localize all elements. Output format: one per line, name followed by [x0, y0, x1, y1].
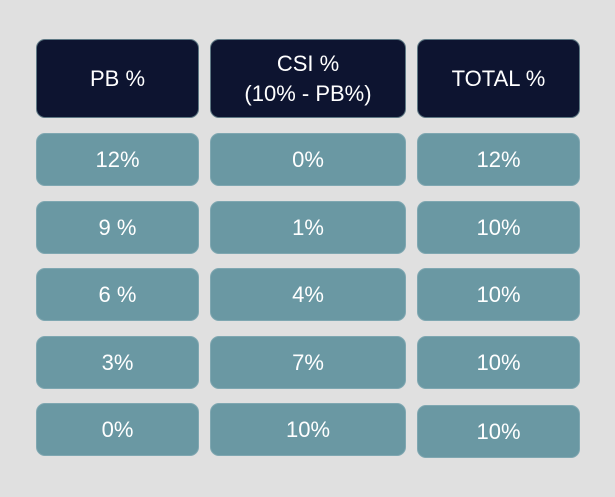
cell-total: 10% — [417, 268, 580, 321]
cell-pb: 3% — [36, 336, 199, 389]
header-csi-label: CSI % — [276, 50, 340, 76]
cell-csi: 0% — [210, 133, 406, 186]
header-csi: CSI % (10% - PB%) — [210, 39, 406, 118]
cell-total: 10% — [417, 201, 580, 254]
header-total: TOTAL % — [417, 39, 580, 118]
cell-csi: 1% — [210, 201, 406, 254]
cell-pb: 9 % — [36, 201, 199, 254]
cell-csi: 4% — [210, 268, 406, 321]
header-csi-formula: (10% - PB%) — [244, 80, 372, 106]
cell-total: 10% — [417, 405, 580, 458]
header-pb-label: PB % — [89, 65, 146, 91]
cell-csi: 7% — [210, 336, 406, 389]
cell-pb: 12% — [36, 133, 199, 186]
header-pb: PB % — [36, 39, 199, 118]
cell-pb: 0% — [36, 403, 199, 456]
header-total-label: TOTAL % — [451, 65, 546, 91]
cell-pb: 6 % — [36, 268, 199, 321]
cell-total: 10% — [417, 336, 580, 389]
cell-total: 12% — [417, 133, 580, 186]
cell-csi: 10% — [210, 403, 406, 456]
